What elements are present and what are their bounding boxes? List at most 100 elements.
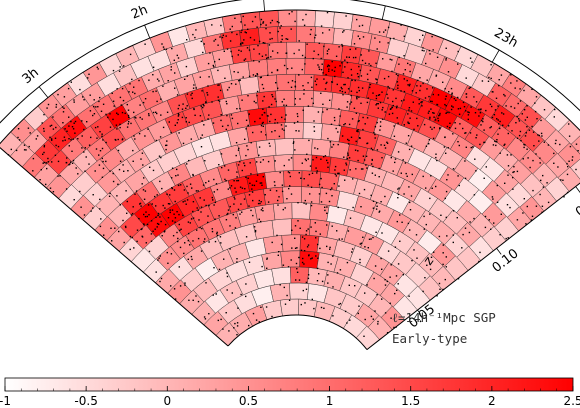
galaxy-point (294, 81, 296, 83)
galaxy-point (446, 111, 448, 114)
galaxy-point (285, 104, 288, 107)
galaxy-point (68, 138, 70, 140)
galaxy-point (204, 160, 206, 162)
galaxy-point (43, 161, 46, 164)
galaxy-point (531, 88, 533, 90)
galaxy-point (251, 20, 254, 23)
galaxy-point (356, 18, 358, 21)
galaxy-point (375, 231, 377, 233)
galaxy-point (334, 169, 336, 171)
galaxy-point (122, 164, 124, 166)
galaxy-point (259, 161, 262, 163)
galaxy-point (474, 112, 477, 114)
galaxy-point (119, 123, 121, 126)
galaxy-point (94, 126, 97, 129)
galaxy-point (489, 103, 492, 105)
galaxy-point (311, 97, 313, 100)
galaxy-point (299, 227, 301, 229)
galaxy-point (213, 40, 215, 42)
density-cell (570, 135, 580, 155)
galaxy-point (249, 182, 251, 184)
galaxy-point (157, 214, 159, 217)
galaxy-point (312, 102, 314, 104)
galaxy-point (386, 141, 388, 143)
galaxy-point (134, 92, 136, 95)
galaxy-point (350, 101, 353, 103)
galaxy-point (369, 86, 371, 89)
galaxy-point (211, 228, 213, 230)
galaxy-point (176, 231, 178, 234)
galaxy-point (148, 113, 150, 115)
galaxy-point (40, 169, 42, 171)
galaxy-point (122, 99, 125, 102)
galaxy-point (284, 118, 286, 120)
galaxy-point (512, 176, 514, 179)
galaxy-point (216, 231, 218, 234)
galaxy-point (329, 248, 331, 250)
galaxy-point (553, 116, 555, 118)
galaxy-point (451, 93, 453, 95)
galaxy-point (416, 257, 418, 259)
galaxy-point (282, 264, 285, 266)
galaxy-point (332, 315, 334, 317)
galaxy-point (266, 57, 268, 59)
galaxy-point (245, 283, 247, 285)
galaxy-point (345, 162, 347, 164)
galaxy-point (401, 221, 403, 223)
galaxy-point (182, 214, 184, 217)
galaxy-point (126, 200, 128, 203)
galaxy-point (253, 39, 256, 41)
galaxy-point (277, 199, 279, 202)
galaxy-point (267, 115, 269, 117)
galaxy-point (331, 195, 333, 197)
galaxy-point (243, 162, 245, 164)
galaxy-point (149, 166, 151, 168)
galaxy-point (559, 143, 561, 146)
galaxy-point (155, 271, 157, 273)
galaxy-point (465, 77, 467, 79)
galaxy-point (245, 176, 247, 178)
galaxy-point (325, 73, 327, 76)
galaxy-point (119, 96, 122, 99)
galaxy-point (479, 112, 482, 114)
galaxy-point (315, 237, 317, 239)
galaxy-point (400, 100, 403, 102)
galaxy-point (229, 225, 231, 227)
galaxy-point (297, 202, 299, 204)
galaxy-point (191, 97, 193, 100)
galaxy-point (335, 175, 337, 177)
galaxy-point (219, 36, 221, 38)
galaxy-point (218, 268, 221, 271)
galaxy-point (203, 316, 206, 318)
galaxy-point (222, 328, 224, 330)
galaxy-point (439, 112, 441, 115)
galaxy-point (72, 138, 75, 140)
galaxy-point (562, 179, 564, 181)
galaxy-point (245, 295, 247, 298)
galaxy-point (131, 212, 134, 215)
galaxy-point (198, 219, 200, 221)
galaxy-point (315, 167, 317, 169)
galaxy-point (178, 184, 180, 186)
galaxy-point (277, 204, 279, 206)
galaxy-point (445, 256, 447, 258)
galaxy-point (342, 31, 344, 33)
galaxy-point (220, 153, 223, 155)
galaxy-point (177, 57, 180, 59)
galaxy-point (248, 261, 251, 263)
galaxy-point (371, 159, 373, 161)
ra-tick (491, 49, 500, 63)
galaxy-point (442, 81, 444, 83)
galaxy-point (429, 53, 431, 55)
galaxy-point (575, 143, 578, 145)
galaxy-point (147, 128, 149, 130)
galaxy-point (346, 261, 349, 264)
galaxy-point (271, 19, 273, 22)
galaxy-point (136, 229, 139, 231)
galaxy-point (470, 106, 472, 108)
galaxy-point (250, 173, 252, 175)
galaxy-point (393, 326, 395, 329)
galaxy-point (227, 124, 229, 127)
galaxy-point (174, 221, 176, 223)
galaxy-point (226, 213, 228, 216)
